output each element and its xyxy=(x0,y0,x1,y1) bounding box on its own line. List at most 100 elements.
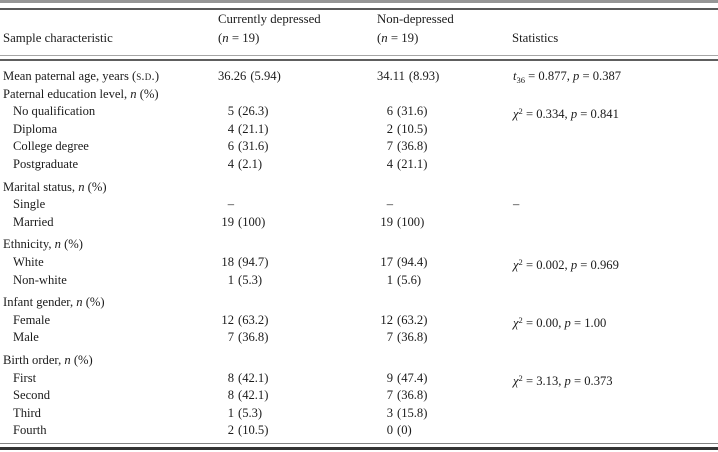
value-count: 19 xyxy=(380,214,393,229)
currently-depressed-value xyxy=(218,236,377,254)
top-rule-thick xyxy=(0,0,718,3)
non-depressed-value: 9 (47.4) xyxy=(377,370,512,391)
statistics-value xyxy=(512,294,718,312)
table-row: Ethnicity, n (%) xyxy=(0,236,718,254)
row-label: Third xyxy=(13,405,41,420)
currently-depressed-value xyxy=(218,294,377,312)
value-count: 2 xyxy=(227,423,234,438)
value-count: 6 xyxy=(386,104,393,119)
table-row: Female 12 (63.2) 12 (63.2) χ2 = 0.00, p = 1.0… xyxy=(0,312,718,330)
row-label: First xyxy=(13,370,37,385)
column-header-non-depressed: Non-depressed (n = 19) xyxy=(377,10,512,55)
row-label: Female xyxy=(13,312,51,327)
table-row: Single – – – xyxy=(0,196,718,214)
row-label: White xyxy=(13,254,44,269)
non-depressed-value: 34.11 (8.93) xyxy=(377,68,512,90)
statistics-value xyxy=(512,405,718,423)
value-percent: (63.2) xyxy=(238,312,269,327)
row-label: No qualification xyxy=(13,104,96,119)
value-percent: (5.6) xyxy=(397,272,422,287)
value-percent: (5.3) xyxy=(238,405,263,420)
value-percent: (63.2) xyxy=(397,312,428,327)
table-row: White 18 (94.7) 17 (94.4) χ2 = 0.002, p = 0.9… xyxy=(0,254,718,272)
non-depressed-value: 7 (36.8) xyxy=(377,138,512,156)
value-count: 2 xyxy=(386,121,393,136)
value-count: 0 xyxy=(386,423,393,438)
table-row: College degree 6 (31.6) 7 (36.8) xyxy=(0,138,718,156)
value-percent: (31.6) xyxy=(238,139,269,154)
non-depressed-value: 2 (10.5) xyxy=(377,121,512,139)
currently-depressed-value xyxy=(218,352,377,370)
non-depressed-value xyxy=(377,294,512,312)
bottom-rule-thick xyxy=(0,447,718,450)
row-label: Paternal education level, n (%) xyxy=(3,86,159,101)
value-count: 34.11 xyxy=(377,69,405,83)
value-count: 5 xyxy=(227,104,234,119)
statistics-value: χ2 = 0.002, p = 0.969 xyxy=(513,256,619,272)
statistics-value xyxy=(512,352,718,370)
statistics-value: χ2 = 0.00, p = 1.00 xyxy=(513,314,607,330)
top-rule-thin xyxy=(0,8,718,10)
value-count: 7 xyxy=(386,330,393,345)
value-percent: (42.1) xyxy=(238,388,269,403)
value-count: 4 xyxy=(227,156,234,171)
row-label: Diploma xyxy=(13,121,58,136)
non-depressed-value: 0 (0) xyxy=(377,422,512,440)
value-percent: (36.8) xyxy=(238,330,269,345)
currently-depressed-value: 18 (94.7) xyxy=(218,254,377,275)
column-subheader-n: (n = 19) xyxy=(377,31,419,45)
column-header-sample-characteristic: Sample characteristic xyxy=(0,29,218,55)
statistics-value: χ2 = 0.334, p = 0.841 xyxy=(513,106,619,122)
statistics-value xyxy=(512,387,718,405)
currently-depressed-value: 36.26 (5.94) xyxy=(218,68,377,90)
value-percent: (36.8) xyxy=(397,330,428,345)
value-count: 7 xyxy=(386,388,393,403)
value-count: 36.26 xyxy=(218,69,247,83)
column-subheader-n: (n = 19) xyxy=(218,31,260,45)
row-label: Postgraduate xyxy=(13,156,79,171)
currently-depressed-value: 8 (42.1) xyxy=(218,387,377,405)
currently-depressed-value xyxy=(218,179,377,197)
column-header-label: Statistics xyxy=(512,31,559,45)
non-depressed-value: 12 (63.2) xyxy=(377,312,512,333)
non-depressed-value: 3 (15.8) xyxy=(377,405,512,423)
table-row: Infant gender, n (%) xyxy=(0,294,718,312)
table-row: Fourth 2 (10.5) 0 (0) xyxy=(0,422,718,440)
row-label: Non-white xyxy=(13,272,67,287)
statistics-value: χ2 = 3.13, p = 0.373 xyxy=(513,372,613,388)
currently-depressed-value: 6 (31.6) xyxy=(218,138,377,156)
value-percent: (36.8) xyxy=(397,139,428,154)
value-percent: (10.5) xyxy=(238,423,269,438)
value-count: 6 xyxy=(227,139,234,154)
column-header-label: Non-depressed xyxy=(377,12,454,26)
currently-depressed-value: 5 (26.3) xyxy=(218,103,377,124)
currently-depressed-value: 4 (2.1) xyxy=(218,156,377,174)
table-row: No qualification 5 (26.3) 6 (31.6) χ2 = 0.334… xyxy=(0,103,718,121)
value-count: 4 xyxy=(386,156,393,171)
currently-depressed-value xyxy=(218,86,377,104)
non-depressed-value: 7 (36.8) xyxy=(377,387,512,405)
currently-depressed-value: – xyxy=(218,196,377,214)
value-percent: (21.1) xyxy=(397,156,428,171)
row-label: Married xyxy=(13,214,54,229)
non-depressed-value: 6 (31.6) xyxy=(377,103,512,124)
statistics-value xyxy=(512,121,718,139)
statistics-value xyxy=(512,236,718,254)
value-percent: (8.93) xyxy=(408,69,440,83)
currently-depressed-value: 7 (36.8) xyxy=(218,329,377,347)
value-percent: (31.6) xyxy=(397,104,428,119)
row-label: Ethnicity, n (%) xyxy=(3,237,83,252)
statistics-value xyxy=(512,156,718,174)
table-row: Birth order, n (%) xyxy=(0,352,718,370)
column-header-label: Sample characteristic xyxy=(3,31,113,45)
statistics-value: – xyxy=(513,197,520,212)
value-count: 7 xyxy=(386,139,393,154)
value-percent: (47.4) xyxy=(397,370,428,385)
currently-depressed-value: 1 (5.3) xyxy=(218,272,377,290)
value-percent: (5.94) xyxy=(250,69,281,83)
table-row: Male 7 (36.8) 7 (36.8) xyxy=(0,329,718,347)
value-count: 4 xyxy=(227,121,234,136)
value-count: 8 xyxy=(227,388,234,403)
value-count: 1 xyxy=(386,272,393,287)
statistics-value xyxy=(512,422,718,440)
